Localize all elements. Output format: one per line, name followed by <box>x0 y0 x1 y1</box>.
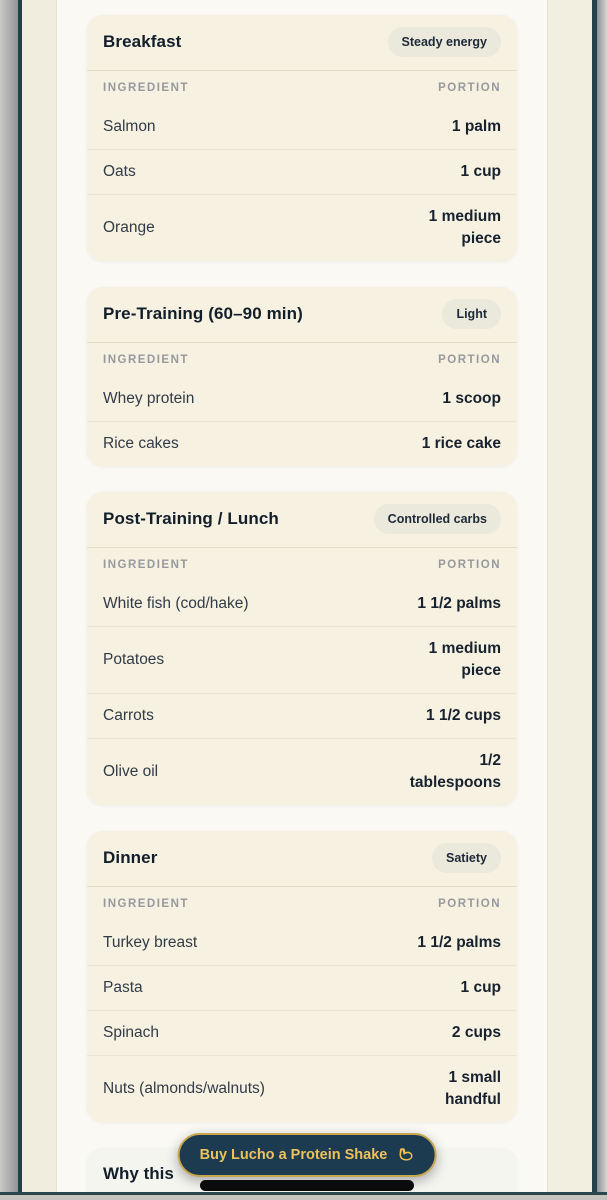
portion-column-header: PORTION <box>438 898 501 910</box>
ingredient-name: Rice cakes <box>103 435 179 452</box>
meal-title: Breakfast <box>103 32 182 51</box>
phone-frame-bottom <box>0 1192 607 1200</box>
ingredient-name: Nuts (almonds/walnuts) <box>103 1080 265 1097</box>
meal-card: Dinner Satiety INGREDIENT PORTION Turkey… <box>87 831 517 1122</box>
portion-value: 1/2 tablespoons <box>409 752 501 791</box>
phone-screen: Breakfast Steady energy INGREDIENT PORTI… <box>22 0 592 1200</box>
screen-gutter-left <box>22 0 57 1200</box>
section-title: Why this <box>103 1164 174 1183</box>
meal-card-header: Pre-Training (60–90 min) Light <box>87 287 517 343</box>
phone-frame-edge-left <box>18 0 22 1200</box>
ingredient-column-header: INGREDIENT <box>103 559 189 571</box>
cta-label: Buy Lucho a Protein Shake <box>199 1147 388 1163</box>
meal-card-header: Post-Training / Lunch Controlled carbs <box>87 492 517 548</box>
ingredient-row: Turkey breast 1 1/2 palms <box>87 921 517 965</box>
meal-plan-list: Breakfast Steady energy INGREDIENT PORTI… <box>57 0 547 1200</box>
meal-title: Pre-Training (60–90 min) <box>103 304 303 323</box>
portion-column-header: PORTION <box>438 354 501 366</box>
ingredient-column-header: INGREDIENT <box>103 354 189 366</box>
portion-value: 1 cup <box>460 979 501 996</box>
table-header-row: INGREDIENT PORTION <box>87 71 517 105</box>
flexed-biceps-icon <box>396 1146 414 1164</box>
meal-badge: Satiety <box>432 843 501 873</box>
ingredient-column-header: INGREDIENT <box>103 82 189 94</box>
ingredient-name: Pasta <box>103 979 143 996</box>
ingredient-row: Whey protein 1 scoop <box>87 377 517 421</box>
ingredient-name: Potatoes <box>103 651 165 668</box>
home-indicator-bar[interactable] <box>200 1180 414 1191</box>
ingredient-name: Whey protein <box>103 390 195 407</box>
meal-card: Pre-Training (60–90 min) Light INGREDIEN… <box>87 287 517 466</box>
ingredient-column-header: INGREDIENT <box>103 898 189 910</box>
ingredient-row: Oats 1 cup <box>87 149 517 194</box>
portion-value: 1 1/2 palms <box>417 595 501 612</box>
ingredient-row: Potatoes 1 medium piece <box>87 626 517 693</box>
ingredient-row: Spinach 2 cups <box>87 1010 517 1055</box>
meal-badge: Steady energy <box>387 27 501 57</box>
meal-badge: Controlled carbs <box>373 504 501 534</box>
meal-card-header: Breakfast Steady energy <box>87 15 517 71</box>
ingredient-row: Pasta 1 cup <box>87 965 517 1010</box>
ingredient-name: Spinach <box>103 1024 160 1041</box>
portion-value: 1 palm <box>451 118 501 135</box>
portion-value: 1 medium piece <box>428 208 501 247</box>
meal-title: Dinner <box>103 848 158 867</box>
portion-value: 2 cups <box>451 1024 501 1041</box>
ingredient-row: White fish (cod/hake) 1 1/2 palms <box>87 582 517 626</box>
portion-value: 1 1/2 cups <box>426 707 501 724</box>
portion-value: 1 rice cake <box>421 435 501 452</box>
portion-value: 1 cup <box>460 163 501 180</box>
ingredient-name: Turkey breast <box>103 934 198 951</box>
ingredient-row: Orange 1 medium piece <box>87 194 517 261</box>
ingredient-row: Nuts (almonds/walnuts) 1 small handful <box>87 1055 517 1122</box>
buy-protein-shake-button[interactable]: Buy Lucho a Protein Shake <box>177 1133 437 1177</box>
table-header-row: INGREDIENT PORTION <box>87 548 517 582</box>
ingredient-name: Carrots <box>103 707 154 724</box>
portion-column-header: PORTION <box>438 559 501 571</box>
ingredient-name: Oats <box>103 163 136 180</box>
screen-gutter-right <box>547 0 592 1200</box>
portion-value: 1 1/2 palms <box>417 934 501 951</box>
meal-title: Post-Training / Lunch <box>103 509 279 528</box>
meal-card: Breakfast Steady energy INGREDIENT PORTI… <box>87 15 517 261</box>
table-header-row: INGREDIENT PORTION <box>87 343 517 377</box>
ingredient-row: Salmon 1 palm <box>87 105 517 149</box>
ingredient-name: White fish (cod/hake) <box>103 595 249 612</box>
page-margin-right <box>597 0 607 1200</box>
meal-badge: Light <box>442 299 501 329</box>
ingredient-name: Salmon <box>103 118 156 135</box>
ingredient-name: Olive oil <box>103 763 159 780</box>
ingredient-row: Carrots 1 1/2 cups <box>87 693 517 738</box>
phone-frame-edge-right <box>592 0 597 1200</box>
meal-card-header: Dinner Satiety <box>87 831 517 887</box>
table-header-row: INGREDIENT PORTION <box>87 887 517 921</box>
portion-column-header: PORTION <box>438 82 501 94</box>
page-margin-left <box>0 0 18 1200</box>
ingredient-row: Rice cakes 1 rice cake <box>87 421 517 466</box>
portion-value: 1 small handful <box>445 1069 501 1108</box>
portion-value: 1 scoop <box>442 390 501 407</box>
ingredient-name: Orange <box>103 219 155 236</box>
portion-value: 1 medium piece <box>428 640 501 679</box>
ingredient-row: Olive oil 1/2 tablespoons <box>87 738 517 805</box>
meal-card: Post-Training / Lunch Controlled carbs I… <box>87 492 517 805</box>
